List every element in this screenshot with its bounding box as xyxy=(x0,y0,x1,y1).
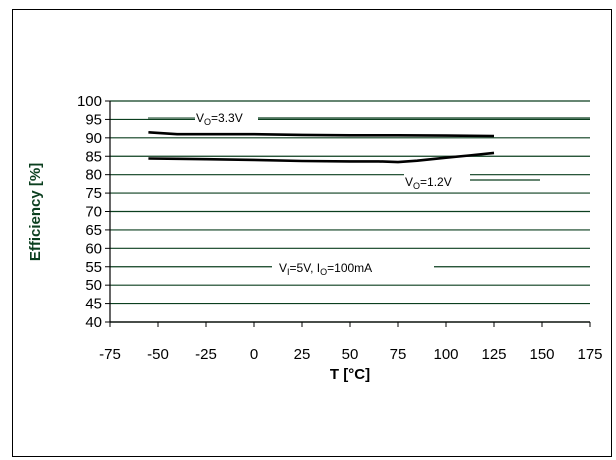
x-tick-label--50: -50 xyxy=(147,346,169,363)
y-axis-label: Efficiency [%] xyxy=(27,163,44,261)
y-tick-label-65: 65 xyxy=(85,222,102,239)
x-tick-label-175: 175 xyxy=(577,346,602,363)
annotation-conditions: VI=5V, IO=100mA xyxy=(272,258,434,277)
x-axis-label: T [°C] xyxy=(330,366,370,383)
x-tick-labels: -75 -50 -25 0 25 50 75 100 125 150 175 xyxy=(99,346,602,363)
y-tick-label-90: 90 xyxy=(85,130,102,147)
annotation-vo12-text: VO=1.2V xyxy=(405,175,452,191)
y-tick-label-45: 45 xyxy=(85,296,102,313)
annotation-vo12: VO=1.2V xyxy=(404,172,470,191)
y-tick-label-100: 100 xyxy=(77,93,102,110)
x-tick-label-100: 100 xyxy=(433,346,458,363)
series-line-vo-1v2 xyxy=(148,151,495,164)
y-tick-label-50: 50 xyxy=(85,277,102,294)
y-tick-label-55: 55 xyxy=(85,259,102,276)
annotation-vo33-text: VO=3.3V xyxy=(196,111,243,127)
annotation-vo33: VO=3.3V xyxy=(148,109,258,127)
annotation-conditions-text: VI=5V, IO=100mA xyxy=(279,261,372,277)
y-tick-label-60: 60 xyxy=(85,240,102,257)
x-tick-label-50: 50 xyxy=(342,346,359,363)
series-lines xyxy=(148,131,495,164)
x-tick-label-125: 125 xyxy=(481,346,506,363)
series-line-vo-3v3 xyxy=(148,131,495,138)
chart-frame xyxy=(12,9,612,457)
x-tick-label--75: -75 xyxy=(99,346,121,363)
y-tick-label-70: 70 xyxy=(85,204,102,221)
x-tick-label--25: -25 xyxy=(195,346,217,363)
x-tick-label-0: 0 xyxy=(250,346,258,363)
y-tick-label-80: 80 xyxy=(85,167,102,184)
x-tick-label-25: 25 xyxy=(294,346,311,363)
y-tick-label-85: 85 xyxy=(85,148,102,165)
axes xyxy=(105,100,591,327)
x-tick-label-150: 150 xyxy=(529,346,554,363)
y-tick-label-75: 75 xyxy=(85,185,102,202)
y-tick-label-40: 40 xyxy=(85,314,102,331)
y-tick-label-95: 95 xyxy=(85,111,102,128)
x-tick-label-75: 75 xyxy=(390,346,407,363)
